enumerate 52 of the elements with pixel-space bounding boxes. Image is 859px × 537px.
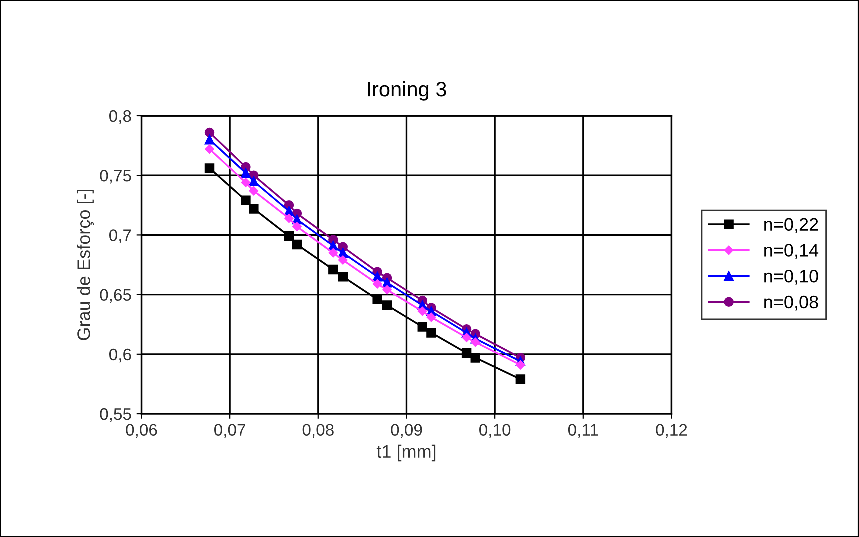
point	[204, 128, 215, 138]
point	[249, 186, 259, 196]
legend-label: n=0,22	[764, 218, 818, 234]
y-tick-label: 0,65	[100, 289, 132, 303]
point	[418, 306, 428, 316]
x-axis-title: t1 [mm]	[376, 444, 436, 462]
point	[338, 256, 348, 265]
point	[204, 134, 215, 145]
point	[372, 294, 382, 304]
point	[328, 248, 338, 258]
legend-label: n=0,10	[764, 270, 818, 285]
point	[204, 164, 215, 174]
point	[382, 285, 392, 295]
y-tick-label: 0,6	[109, 348, 132, 363]
point	[462, 333, 472, 342]
point	[241, 196, 251, 206]
y-tick-label: 0,55	[100, 408, 132, 422]
point	[471, 338, 480, 348]
point	[470, 353, 480, 363]
point	[516, 374, 526, 384]
point	[418, 322, 428, 332]
point	[292, 222, 302, 232]
point	[328, 264, 338, 275]
point	[249, 204, 259, 214]
legend-label: n=0,14	[764, 244, 819, 260]
legend-label: n=0,08	[764, 296, 818, 311]
y-tick-label: 0,75	[100, 170, 132, 184]
chart-title: Ironing 3	[368, 81, 446, 101]
x-tick-label: 0,09	[391, 424, 422, 438]
x-tick-label: 0,08	[302, 424, 334, 438]
x-tick-label: 0,06	[126, 424, 158, 438]
point	[241, 168, 251, 178]
point	[372, 279, 382, 289]
y-tick-label: 0,8	[109, 110, 132, 124]
point	[292, 240, 302, 250]
point	[338, 272, 348, 282]
point	[426, 312, 436, 322]
x-tick-label: 0,12	[656, 424, 688, 438]
point	[426, 328, 436, 338]
point	[382, 300, 392, 310]
y-tick-label: 0,7	[109, 230, 132, 244]
point	[462, 348, 472, 358]
point	[284, 214, 294, 224]
x-tick-label: 0,11	[568, 424, 598, 438]
point	[205, 144, 214, 154]
point	[284, 232, 294, 242]
point	[516, 360, 526, 370]
x-tick-label: 0,10	[480, 424, 511, 438]
y-axis-title: Grau de Esforço [-]	[77, 190, 94, 340]
point	[241, 178, 251, 188]
point	[249, 176, 259, 186]
x-tick-label: 0,07	[214, 424, 246, 438]
